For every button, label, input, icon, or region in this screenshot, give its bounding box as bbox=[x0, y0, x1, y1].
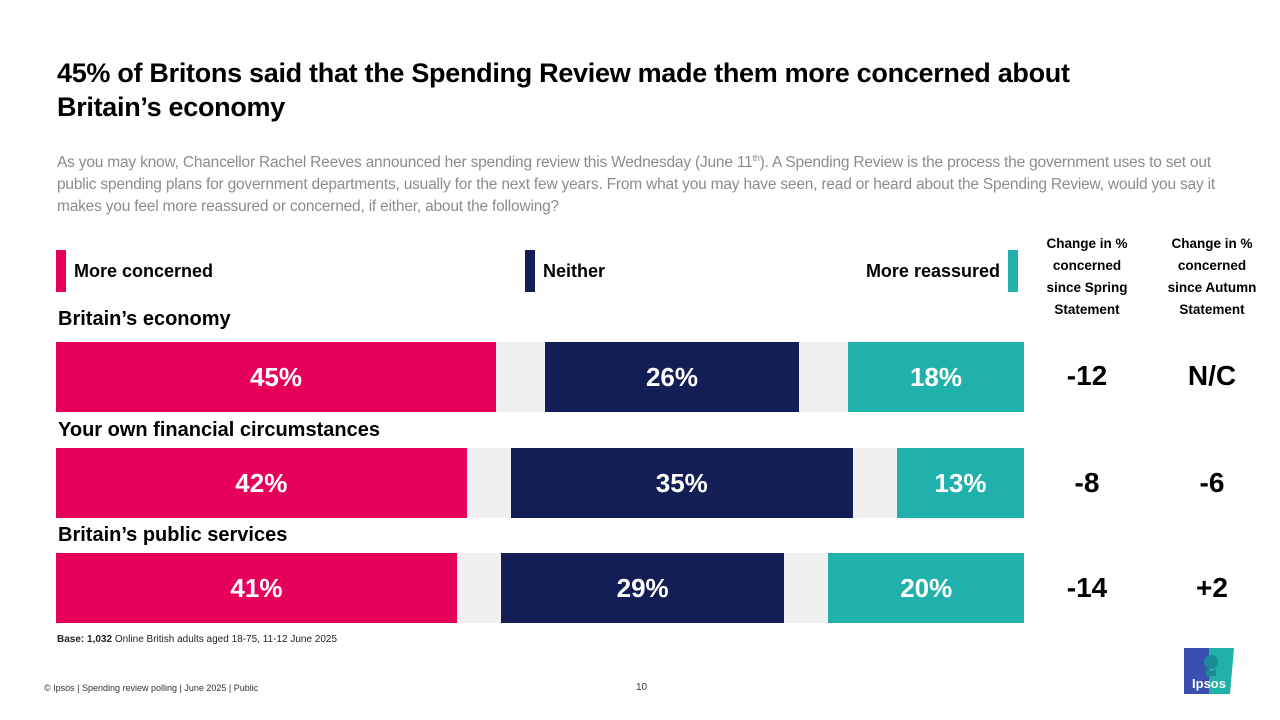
footer-text: © Ipsos | Spending review polling | June… bbox=[44, 683, 259, 693]
question-text-superscript: th bbox=[752, 153, 760, 163]
bar-segment-neither: 26% bbox=[544, 342, 800, 412]
legend-label: More reassured bbox=[865, 260, 1000, 281]
legend-item-more-concerned: More concerned bbox=[56, 250, 221, 292]
row-label-public-services: Britain’s public services bbox=[58, 524, 288, 546]
legend-swatch-concerned bbox=[56, 250, 66, 292]
column-header-line: Statement bbox=[1054, 302, 1120, 317]
legend-label: Neither bbox=[543, 260, 606, 281]
base-label: Base: bbox=[57, 634, 85, 645]
slide-title: 45% of Britons said that the Spending Re… bbox=[57, 58, 1070, 122]
change-autumn-value: -6 bbox=[1199, 467, 1225, 498]
change-autumn-value: N/C bbox=[1187, 360, 1237, 391]
legend-item-neither: Neither bbox=[525, 250, 613, 292]
change-spring-value: -12 bbox=[1066, 360, 1108, 391]
legend-item-more-reassured: More reassured bbox=[858, 250, 1018, 292]
column-header-line: Change in % bbox=[1046, 236, 1128, 251]
row-label-own-financial-circumstances: Your own financial circumstances bbox=[58, 419, 380, 441]
ipsos-logo-icon: Ipsos bbox=[1184, 648, 1234, 694]
base-count: 1,032 bbox=[87, 634, 113, 645]
column-header-autumn-statement: Change in % concerned since Autumn State… bbox=[1157, 233, 1267, 321]
question-text-part: As you may know, Chancellor Rachel Reeve… bbox=[57, 154, 753, 172]
base-note: Base: 1,032 Online British adults aged 1… bbox=[57, 634, 337, 645]
bar-segment-more-concerned: 41% bbox=[56, 553, 457, 623]
question-text-part: ). A Spending Review is the process the … bbox=[57, 154, 1215, 216]
page-number: 10 bbox=[636, 682, 648, 693]
column-header-line: Statement bbox=[1179, 302, 1245, 317]
column-header-line: since Autumn bbox=[1167, 280, 1257, 295]
bar-row: 41% 29% 20% bbox=[56, 553, 1024, 623]
base-text: Online British adults aged 18-75, 11-12 … bbox=[114, 634, 338, 645]
bar-segment-more-concerned: 42% bbox=[56, 448, 467, 518]
logo-text: Ipsos bbox=[1192, 676, 1226, 691]
legend-swatch-reassured bbox=[1008, 250, 1018, 292]
change-spring-value: -14 bbox=[1066, 572, 1108, 603]
bar-row: 42% 35% 13% bbox=[56, 448, 1024, 518]
column-header-line: concerned bbox=[1052, 258, 1122, 273]
legend-swatch-neither bbox=[525, 250, 535, 292]
change-autumn-value: +2 bbox=[1196, 572, 1228, 603]
bar-segment-more-reassured: 20% bbox=[828, 553, 1024, 623]
bar-segment-neither: 35% bbox=[510, 448, 853, 518]
question-text: As you may know, Chancellor Rachel Reeve… bbox=[57, 147, 1217, 218]
column-header-line: Change in % bbox=[1171, 236, 1253, 251]
column-header-line: concerned bbox=[1177, 258, 1247, 273]
bar-segment-more-reassured: 18% bbox=[848, 342, 1024, 412]
bar-segment-neither: 29% bbox=[500, 553, 785, 623]
change-spring-value: -8 bbox=[1074, 467, 1100, 498]
bar-segment-more-concerned: 45% bbox=[56, 342, 496, 412]
legend-label: More concerned bbox=[74, 260, 214, 281]
bar-segment-more-reassured: 13% bbox=[896, 448, 1024, 518]
column-header-spring-statement: Change in % concerned since Spring State… bbox=[1032, 233, 1142, 321]
bar-row: 45% 26% 18% bbox=[56, 342, 1024, 412]
column-header-line: since Spring bbox=[1046, 280, 1128, 295]
row-label-britains-economy: Britain’s economy bbox=[58, 308, 231, 330]
